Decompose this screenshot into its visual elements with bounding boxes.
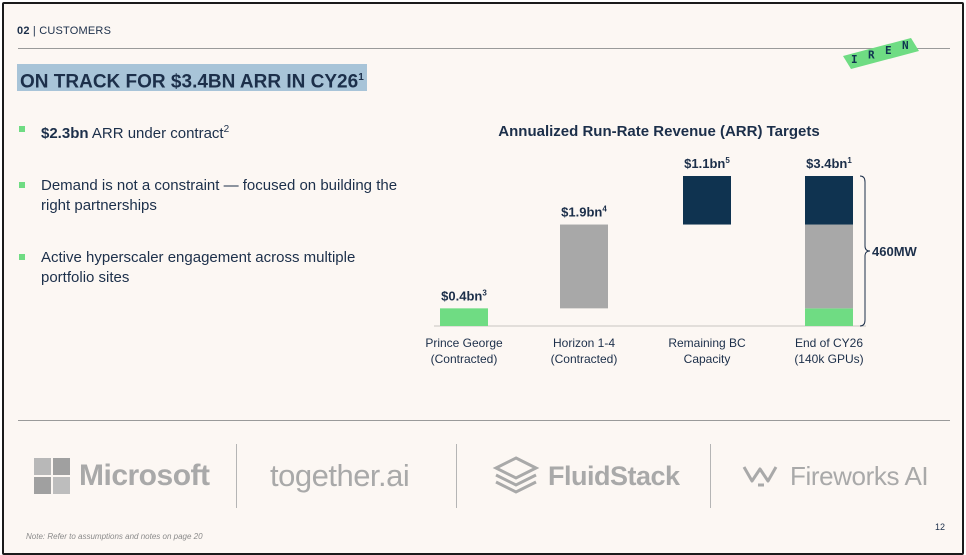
section-header: 02 | CUSTOMERS [17, 25, 111, 37]
partner-divider [710, 444, 711, 508]
partner-name: Fireworks AI [790, 460, 929, 491]
partner-name: together.ai [270, 458, 410, 493]
fluidstack-icon [492, 456, 540, 494]
partner-fireworks-ai: Fireworks AI [742, 446, 929, 506]
bar-segment [805, 176, 853, 225]
partner-name: Microsoft [79, 459, 210, 492]
bar-value-label: $0.4bn3 [441, 288, 487, 303]
bullet-item: Active hyperscaler engagement across mul… [18, 248, 408, 288]
bar-segment [683, 176, 731, 225]
category-tick-label: (140k GPUs) [794, 352, 863, 366]
footnote: Note: Refer to assumptions and notes on … [26, 532, 203, 541]
category-tick-label: Prince George [425, 336, 503, 350]
bullet-list: $2.3bn ARR under contract2 Demand is not… [18, 120, 408, 288]
bullet-text: Active hyperscaler engagement across mul… [41, 249, 356, 286]
bottom-divider [18, 420, 950, 421]
page-number: 12 [934, 522, 945, 532]
microsoft-icon [34, 458, 70, 494]
bar-segment [805, 224, 853, 309]
fireworks-icon [742, 466, 778, 487]
bullet-marker-icon [19, 126, 25, 132]
bracket [859, 175, 871, 327]
category-tick-label: (Contracted) [551, 352, 618, 366]
bullet-marker-icon [19, 182, 25, 188]
category-tick-label: End of CY26 [795, 336, 863, 350]
bar-segment [440, 308, 488, 326]
bullet-item: Demand is not a constraint — focused on … [18, 176, 408, 216]
bar-segment [805, 308, 853, 326]
annotation-label: 460MW [872, 244, 918, 259]
partner-name: FluidStack [548, 460, 680, 491]
bullet-bold: $2.3bn [41, 125, 89, 142]
category-tick-label: (Contracted) [431, 352, 498, 366]
partner-together-ai: together.ai [270, 446, 410, 506]
arr-chart: Annualized Run-Rate Revenue (ARR) Target… [425, 123, 918, 366]
headline-footnote: 1 [358, 72, 364, 83]
bar-value-label: $3.4bn1 [806, 156, 852, 171]
partner-fluidstack: FluidStack [492, 446, 680, 506]
partner-divider [236, 444, 237, 508]
bar-value-label: $1.1bn5 [684, 156, 730, 171]
bullet-text: Demand is not a constraint — focused on … [41, 177, 398, 214]
headline-text: ON TRACK FOR $3.4BN ARR IN CY26 [20, 71, 359, 93]
section-number: 02 [17, 25, 30, 37]
partner-divider [456, 444, 457, 508]
bullet-item: $2.3bn ARR under contract2 [18, 120, 408, 144]
section-label: | CUSTOMERS [32, 25, 112, 37]
category-tick-label: Horizon 1-4 [553, 336, 615, 350]
bullet-marker-icon [19, 254, 25, 260]
top-divider [18, 48, 950, 49]
bar-value-label: $1.9bn4 [561, 205, 607, 220]
bar-segment [560, 224, 608, 309]
partner-microsoft: Microsoft [34, 446, 210, 506]
category-tick-label: Capacity [684, 352, 731, 366]
bullet-text: ARR under contract [88, 125, 224, 142]
chart-title: Annualized Run-Rate Revenue (ARR) Target… [498, 123, 819, 140]
category-tick-label: Remaining BC [668, 336, 746, 350]
bullet-footnote: 2 [223, 124, 230, 135]
headline: ON TRACK FOR $3.4BN ARR IN CY261 [17, 64, 367, 93]
